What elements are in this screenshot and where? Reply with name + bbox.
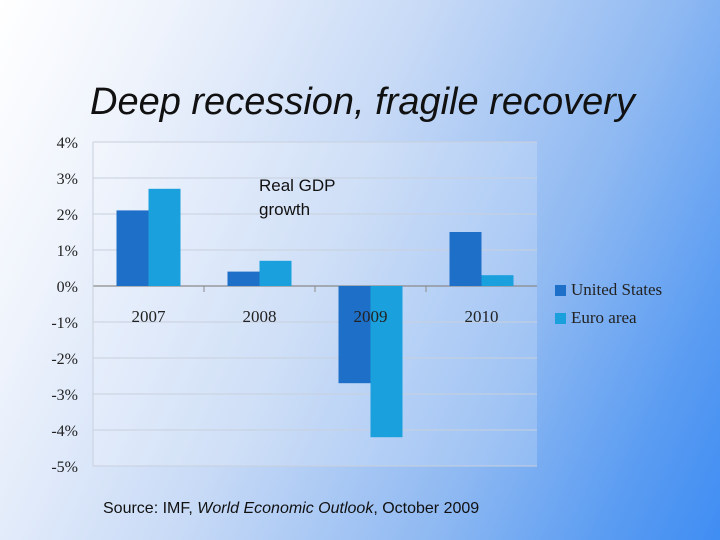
y-tick-label: -4% — [51, 423, 78, 440]
bar-euro-area-2010 — [481, 275, 514, 286]
bar-euro-area-2008 — [259, 260, 292, 286]
legend-swatch — [555, 313, 566, 324]
y-tick-label: 0% — [57, 279, 78, 296]
legend: United States Euro area — [555, 280, 662, 327]
source-citation: Source: IMF, World Economic Outlook, Oct… — [103, 497, 479, 521]
x-category-label: 2007 — [132, 307, 167, 326]
bar-united-states-2007 — [116, 210, 149, 286]
y-tick-label: 4% — [57, 135, 78, 152]
y-tick-label: 2% — [57, 207, 78, 224]
legend-label: United States — [571, 280, 662, 299]
chart-title-line-1: Real GDP — [259, 176, 336, 195]
bar-euro-area-2007 — [148, 188, 181, 286]
x-category-label: 2009 — [354, 307, 388, 326]
slide-title: Deep recession, fragile recovery — [90, 81, 635, 123]
y-tick-label: -2% — [51, 351, 78, 368]
y-tick-label: 3% — [57, 171, 78, 188]
y-tick-label: 1% — [57, 243, 78, 260]
legend-label: Euro area — [571, 308, 637, 327]
y-axis-tick-labels: 4% 3% 2% 1% 0% -1% -2% -3% -4% -5% — [51, 135, 78, 476]
source-suffix: , October 2009 — [373, 500, 480, 517]
bar-united-states-2010 — [449, 232, 482, 286]
bar-united-states-2008 — [227, 271, 260, 286]
y-tick-label: -5% — [51, 459, 78, 476]
x-axis-category-labels: 2007 2008 2009 2010 — [132, 307, 499, 326]
y-tick-label: -3% — [51, 387, 78, 404]
chart-title-line-2: growth — [259, 200, 310, 219]
bar-euro-area-2009 — [370, 286, 403, 438]
bars — [116, 188, 514, 438]
x-category-label: 2008 — [243, 307, 277, 326]
bar-united-states-2009 — [338, 286, 371, 384]
source-publication: World Economic Outlook — [197, 500, 374, 517]
source-prefix: Source: IMF, — [103, 500, 198, 517]
y-tick-label: -1% — [51, 315, 78, 332]
legend-swatch — [555, 285, 566, 296]
x-category-label: 2010 — [465, 307, 499, 326]
